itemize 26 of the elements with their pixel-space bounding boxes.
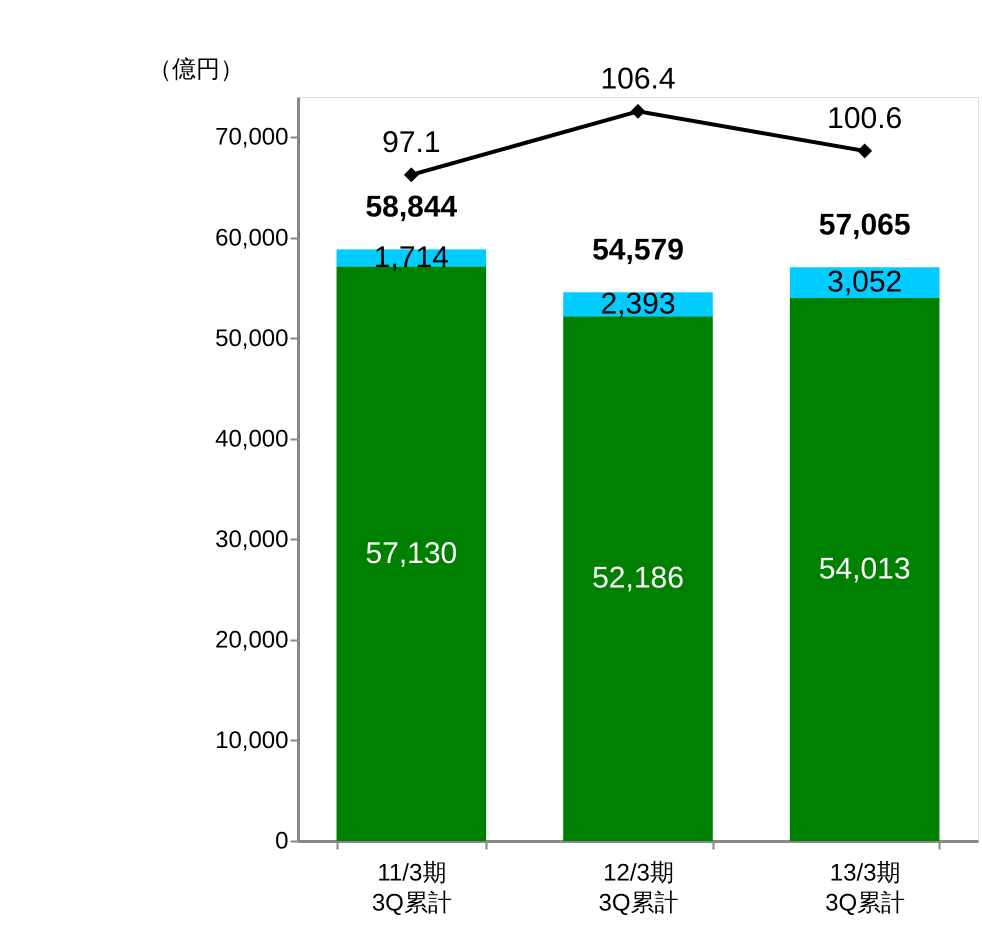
data-label: 2,393 [600,287,676,320]
x-tick-label: 11/3期 3Q累計 [372,860,452,916]
total-label: 54,579 [592,233,684,266]
data-label: 3,052 [827,266,902,299]
total-label: 57,065 [818,208,911,242]
data-label: 97.1 [382,126,441,159]
bar [790,298,940,841]
data-label: 100.6 [827,102,902,135]
data-label: 57,130 [365,536,458,570]
x-tick-label: 13/3期 3Q累計 [825,860,906,916]
bar [563,316,713,841]
y-tick-label: 30,000 [215,526,288,553]
data-label: 106.4 [600,62,676,96]
y-tick-label: 0 [275,828,288,854]
y-tick-label: 20,000 [215,626,288,654]
data-label: 54,013 [818,552,911,586]
y-tick-label: 10,000 [215,726,288,754]
total-label: 58,844 [365,190,458,224]
y-tick-label: 40,000 [215,425,288,452]
y-axis-title: （億円） [148,56,244,83]
data-label: 52,186 [592,562,684,595]
y-tick-label: 70,000 [215,124,288,151]
data-label: 1,714 [374,240,449,274]
y-tick-label: 60,000 [215,224,288,252]
y-tick-label: 50,000 [215,324,288,352]
x-tick-label: 12/3期 3Q累計 [598,860,679,916]
